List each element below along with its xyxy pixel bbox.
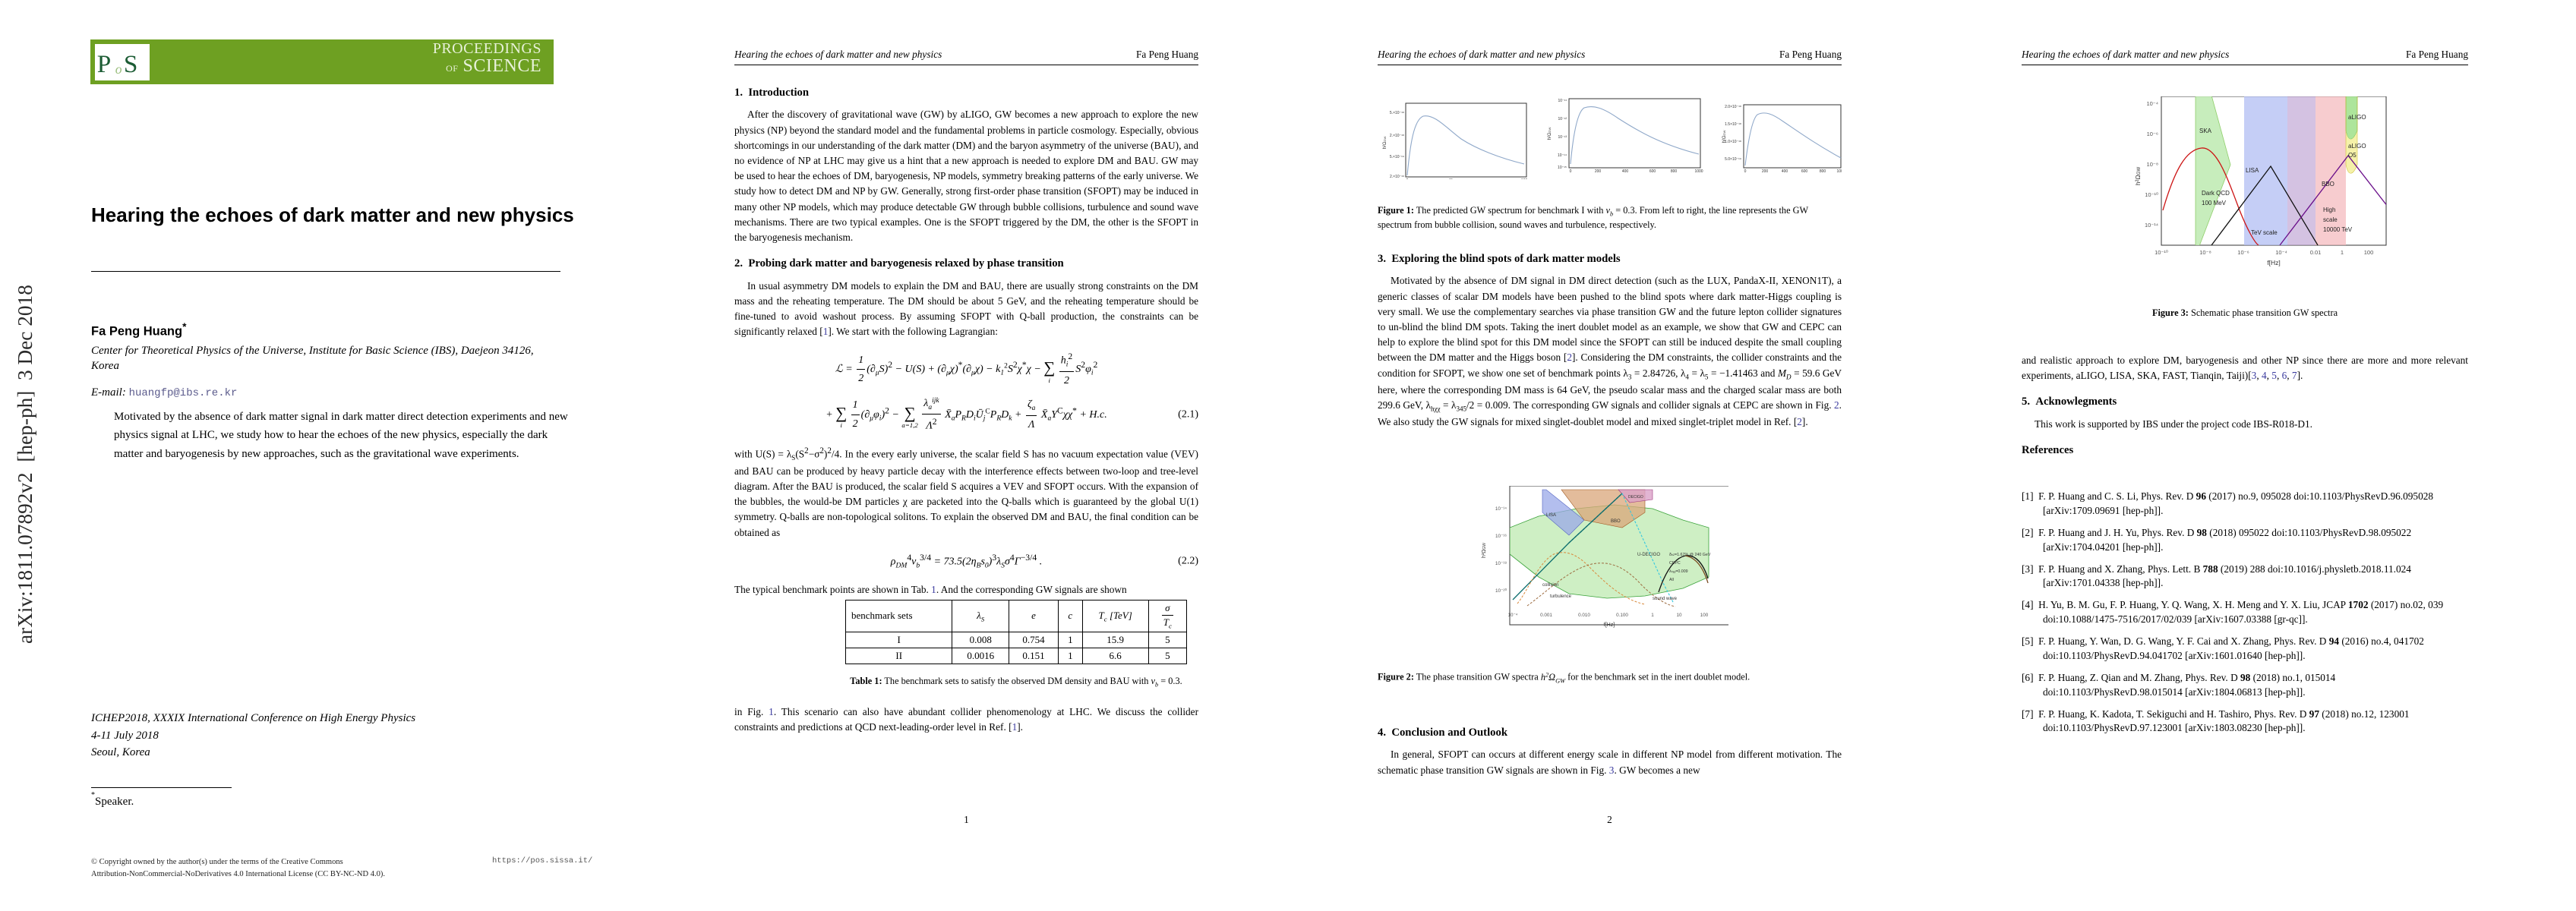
- svg-text:BBO: BBO: [2322, 181, 2334, 188]
- svg-text:h²ΩGW: h²ΩGW: [2134, 167, 2142, 186]
- svg-text:10⁻¹⁴: 10⁻¹⁴: [2145, 222, 2158, 229]
- svg-text:10⁻¹⁰: 10⁻¹⁰: [2145, 191, 2158, 198]
- svg-text:10⁻⁴: 10⁻⁴: [2275, 249, 2287, 256]
- svg-text:100 MeV: 100 MeV: [2202, 200, 2227, 206]
- svg-text:Dark QCD: Dark QCD: [2202, 190, 2230, 197]
- svg-text:TeV scale: TeV scale: [2251, 229, 2278, 236]
- svg-text:10⁻⁶: 10⁻⁶: [2237, 249, 2249, 256]
- svg-text:f[Hz]: f[Hz]: [2267, 259, 2280, 266]
- svg-text:aLIGO: aLIGO: [2348, 143, 2366, 150]
- svg-text:10000 TeV: 10000 TeV: [2323, 226, 2353, 233]
- svg-text:High: High: [2323, 206, 2335, 213]
- svg-text:aLIGO: aLIGO: [2348, 114, 2366, 121]
- svg-text:10⁻⁸: 10⁻⁸: [2147, 161, 2158, 168]
- svg-text:1: 1: [2341, 249, 2344, 256]
- svg-text:SKA: SKA: [2199, 128, 2212, 134]
- svg-text:LISA: LISA: [2246, 167, 2259, 174]
- svg-text:10⁻⁸: 10⁻⁸: [2199, 249, 2211, 256]
- svg-text:O5: O5: [2348, 152, 2357, 159]
- svg-text:10⁻⁴: 10⁻⁴: [2146, 100, 2158, 107]
- svg-text:10⁻¹⁰: 10⁻¹⁰: [2155, 249, 2168, 256]
- svg-text:100: 100: [2364, 249, 2374, 256]
- svg-text:0.01: 0.01: [2310, 249, 2322, 256]
- svg-text:10⁻⁶: 10⁻⁶: [2147, 131, 2158, 137]
- svg-text:scale: scale: [2323, 216, 2338, 223]
